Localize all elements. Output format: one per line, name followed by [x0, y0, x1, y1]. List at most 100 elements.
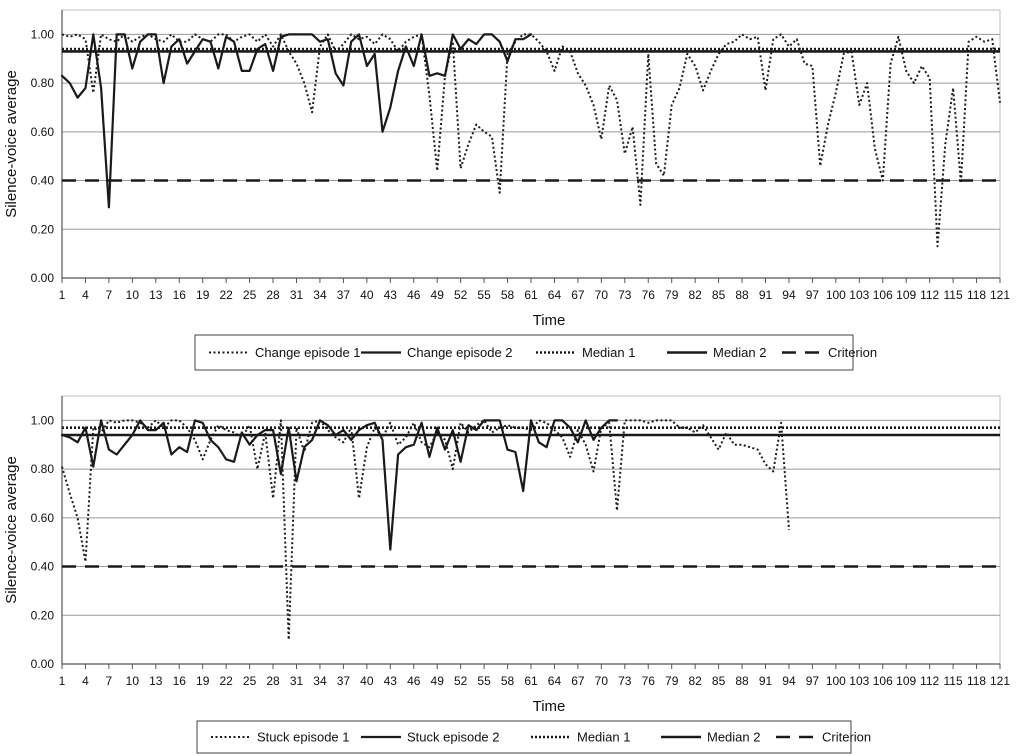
- x-tick-label: 52: [454, 288, 468, 302]
- x-tick-label: 85: [712, 288, 726, 302]
- y-tick-label: 0.80: [31, 462, 55, 476]
- x-tick-label: 10: [126, 674, 140, 688]
- x-tick-label: 58: [501, 674, 515, 688]
- x-tick-label: 49: [431, 288, 445, 302]
- y-tick-label: 0.60: [31, 511, 55, 525]
- x-tick-label: 106: [873, 674, 893, 688]
- x-tick-label: 103: [849, 288, 869, 302]
- x-tick-label: 82: [688, 674, 702, 688]
- x-tick-label: 13: [149, 288, 163, 302]
- x-tick-label: 64: [548, 674, 562, 688]
- x-tick-label: 106: [873, 288, 893, 302]
- x-tick-label: 121: [990, 288, 1010, 302]
- y-axis-title: Silence-voice average: [3, 456, 20, 604]
- x-tick-label: 103: [849, 674, 869, 688]
- y-tick-label: 0.80: [31, 76, 55, 90]
- x-tick-label: 121: [990, 674, 1010, 688]
- x-tick-label: 28: [266, 674, 280, 688]
- x-tick-label: 34: [313, 288, 327, 302]
- y-tick-label: 0.00: [31, 271, 55, 285]
- x-tick-label: 40: [360, 288, 374, 302]
- x-axis-title: Time: [533, 312, 566, 329]
- x-tick-label: 61: [524, 674, 538, 688]
- x-tick-label: 10: [126, 288, 140, 302]
- x-tick-label: 88: [735, 288, 749, 302]
- x-tick-label: 52: [454, 674, 468, 688]
- x-tick-label: 100: [826, 674, 846, 688]
- legend-label-median-2: Median 2: [713, 345, 766, 360]
- x-tick-label: 97: [806, 288, 820, 302]
- x-tick-label: 31: [290, 674, 304, 688]
- x-tick-label: 70: [595, 674, 609, 688]
- x-tick-label: 85: [712, 674, 726, 688]
- x-tick-label: 82: [688, 288, 702, 302]
- legend: Stuck episode 1 Stuck episode 2 Median 1 Me…: [196, 720, 871, 754]
- x-tick-label: 46: [407, 288, 421, 302]
- y-tick-label: 0.40: [31, 560, 55, 574]
- legend-label-change-episode-2: Change episode 2: [407, 345, 513, 360]
- x-tick-label: 67: [571, 288, 585, 302]
- x-tick-label: 19: [196, 674, 210, 688]
- legend-label-median-2: Median 2: [707, 730, 760, 745]
- x-tick-label: 58: [501, 288, 515, 302]
- x-tick-label: 25: [243, 288, 257, 302]
- x-tick-label: 37: [337, 288, 351, 302]
- x-tick-label: 43: [384, 674, 398, 688]
- legend-label-median-1: Median 1: [582, 345, 635, 360]
- legend-label-criterion: Criterion: [822, 730, 871, 745]
- x-tick-label: 55: [477, 288, 491, 302]
- x-tick-label: 4: [82, 288, 89, 302]
- x-tick-label: 22: [219, 674, 233, 688]
- y-axis-title: Silence-voice average: [3, 70, 20, 218]
- x-tick-label: 16: [173, 674, 187, 688]
- x-tick-label: 70: [595, 288, 609, 302]
- x-tick-label: 118: [967, 288, 986, 302]
- x-tick-label: 28: [266, 288, 280, 302]
- x-tick-label: 97: [806, 674, 820, 688]
- legend-label-stuck-episode-1: Stuck episode 1: [257, 730, 350, 745]
- x-tick-label: 91: [759, 288, 773, 302]
- y-tick-label: 0.60: [31, 125, 55, 139]
- x-axis-title: Time: [533, 698, 566, 715]
- x-tick-label: 109: [896, 288, 916, 302]
- legend-label-change-episode-1: Change episode 1: [255, 345, 361, 360]
- x-tick-label: 61: [524, 288, 538, 302]
- y-tick-label: 0.40: [31, 174, 55, 188]
- x-tick-label: 40: [360, 674, 374, 688]
- series-line-stuck-episode-2: [60, 419, 619, 551]
- x-tick-label: 7: [106, 288, 113, 302]
- x-tick-label: 55: [477, 674, 491, 688]
- x-tick-label: 115: [944, 674, 963, 688]
- legend-box: [196, 720, 852, 754]
- x-tick-label: 76: [642, 674, 656, 688]
- chart-stuck-episodes: 0.00 0.20 0.40 0.60 0.80 1.00 1 4 7 10 13 16 19 22 25 2…: [3, 395, 1010, 754]
- legend-label-stuck-episode-2: Stuck episode 2: [407, 730, 500, 745]
- x-tick-label: 7: [106, 674, 113, 688]
- y-tick-label: 0.20: [31, 222, 55, 236]
- x-tick-label: 1: [59, 674, 66, 688]
- x-tick-label: 16: [173, 288, 187, 302]
- x-tick-label: 43: [384, 288, 398, 302]
- x-tick-label: 37: [337, 674, 351, 688]
- x-tick-label: 79: [665, 674, 679, 688]
- x-tick-label: 22: [219, 288, 233, 302]
- legend-box: [194, 334, 854, 371]
- chart-change-episodes: 0.00 0.20 0.40 0.60 0.80 1.00 1 4 7 10 13 16 19 22 25 2…: [3, 9, 1010, 371]
- y-tick-label: 0.20: [31, 608, 55, 622]
- x-tick-label: 25: [243, 674, 257, 688]
- y-tick-label: 1.00: [31, 413, 55, 427]
- series-line-change-episode-1: [61, 33, 1001, 248]
- x-tick-label: 112: [920, 288, 939, 302]
- x-tick-label: 109: [896, 674, 916, 688]
- x-tick-label: 73: [618, 288, 632, 302]
- x-tick-label: 112: [920, 674, 939, 688]
- x-tick-label: 46: [407, 674, 421, 688]
- x-tick-label: 49: [431, 674, 445, 688]
- x-tick-label: 94: [782, 674, 796, 688]
- x-tick-label: 115: [944, 288, 963, 302]
- x-tick-label: 4: [82, 674, 89, 688]
- y-tick-label: 1.00: [31, 27, 55, 41]
- x-tick-label: 1: [59, 288, 66, 302]
- x-tick-label: 64: [548, 288, 562, 302]
